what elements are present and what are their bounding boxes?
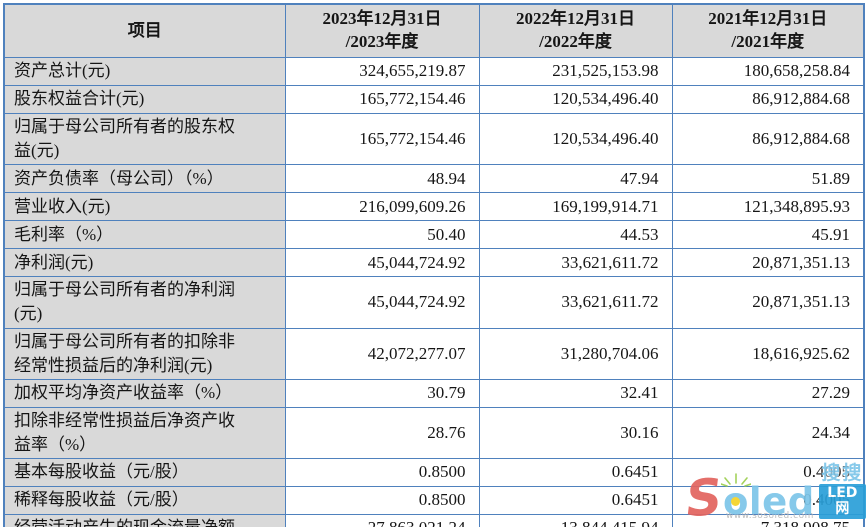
value-2021: 121,348,895.93 xyxy=(671,192,865,222)
value-2021: 20,871,351.13 xyxy=(671,248,865,278)
value-2023: 324,655,219.87 xyxy=(284,57,480,86)
value-2023: 165,772,154.46 xyxy=(284,85,480,114)
value-2021: 0.4005 xyxy=(671,486,865,515)
row-label: 营业收入(元) xyxy=(3,192,286,222)
table-row: 经营活动产生的现金流量净额 -27,863,021.24 -13,844,415… xyxy=(3,514,865,527)
header-period-2023: 2023年12月31日 /2023年度 xyxy=(284,3,480,58)
value-2023: 0.8500 xyxy=(284,458,480,487)
value-2021: 0.4005 xyxy=(671,458,865,487)
value-2023: -27,863,021.24 xyxy=(284,514,480,527)
value-2023: 0.8500 xyxy=(284,486,480,515)
value-2022: 30.16 xyxy=(478,406,673,460)
value-2021: 27.29 xyxy=(671,378,865,408)
table-row: 归属于母公司所有者的扣除非 经常性损益后的净利润(元) 42,072,277.0… xyxy=(3,327,865,380)
table-row: 归属于母公司所有者的净利润 (元) 45,044,724.92 33,621,6… xyxy=(3,276,865,329)
header-2022-year: /2022年度 xyxy=(539,32,612,51)
header-2022-date: 2022年12月31日 xyxy=(516,9,635,29)
header-period-2022: 2022年12月31日 /2022年度 xyxy=(478,3,673,58)
value-2022: 231,525,153.98 xyxy=(478,57,673,86)
value-2021: 18,616,925.62 xyxy=(671,327,865,380)
header-2021-date: 2021年12月31日 xyxy=(708,9,828,29)
table-row: 净利润(元) 45,044,724.92 33,621,611.72 20,87… xyxy=(3,248,865,278)
header-2023-year: /2023年度 xyxy=(345,32,419,51)
row-label: 归属于母公司所有者的股东权 益(元) xyxy=(3,112,286,166)
value-2023: 28.76 xyxy=(284,406,480,460)
value-2022: 32.41 xyxy=(478,378,673,408)
value-2023: 42,072,277.07 xyxy=(284,327,480,380)
row-label: 归属于母公司所有者的扣除非 经常性损益后的净利润(元) xyxy=(3,327,286,380)
row-label: 基本每股收益（元/股） xyxy=(3,458,286,487)
value-2021: 45.91 xyxy=(671,220,865,250)
value-2021: 180,658,258.84 xyxy=(671,57,865,86)
table-header: 项目 2023年12月31日 /2023年度 2022年12月31日 /2022… xyxy=(3,3,865,58)
value-2022: 44.53 xyxy=(478,220,673,250)
value-2023: 45,044,724.92 xyxy=(284,276,480,329)
row-label: 资产负债率（母公司）（%） xyxy=(3,164,286,194)
table-row: 加权平均净资产收益率（%） 30.79 32.41 27.29 xyxy=(3,378,865,408)
value-2022: 169,199,914.71 xyxy=(478,192,673,222)
value-2023: 30.79 xyxy=(284,378,480,408)
table-body: 资产总计(元) 324,655,219.87 231,525,153.98 18… xyxy=(3,57,865,527)
value-2022: 0.6451 xyxy=(478,486,673,515)
row-label: 净利润(元) xyxy=(3,248,286,278)
value-2022: 0.6451 xyxy=(478,458,673,487)
value-2022: 31,280,704.06 xyxy=(478,327,673,380)
table-row: 基本每股收益（元/股） 0.8500 0.6451 0.4005 xyxy=(3,458,865,487)
row-label: 稀释每股收益（元/股） xyxy=(3,486,286,515)
value-2021: 86,912,884.68 xyxy=(671,112,865,166)
value-2021: 20,871,351.13 xyxy=(671,276,865,329)
value-2021: 51.89 xyxy=(671,164,865,194)
financial-table: 项目 2023年12月31日 /2023年度 2022年12月31日 /2022… xyxy=(3,3,865,527)
row-label: 资产总计(元) xyxy=(3,57,286,86)
value-2023: 50.40 xyxy=(284,220,480,250)
table-row: 扣除非经常性损益后净资产收 益率（%） 28.76 30.16 24.34 xyxy=(3,406,865,460)
value-2023: 165,772,154.46 xyxy=(284,112,480,166)
header-item-cell: 项目 xyxy=(3,3,286,58)
value-2021: 86,912,884.68 xyxy=(671,85,865,114)
header-period-2021: 2021年12月31日 /2021年度 xyxy=(671,3,865,58)
value-2021: 7,318,908.75 xyxy=(671,514,865,527)
row-label: 股东权益合计(元) xyxy=(3,85,286,114)
value-2021: 24.34 xyxy=(671,406,865,460)
header-row: 项目 2023年12月31日 /2023年度 2022年12月31日 /2022… xyxy=(3,3,865,58)
value-2023: 48.94 xyxy=(284,164,480,194)
table-row: 股东权益合计(元) 165,772,154.46 120,534,496.40 … xyxy=(3,85,865,114)
row-label: 归属于母公司所有者的净利润 (元) xyxy=(3,276,286,329)
table-row: 稀释每股收益（元/股） 0.8500 0.6451 0.4005 xyxy=(3,486,865,515)
value-2022: 47.94 xyxy=(478,164,673,194)
value-2022: 120,534,496.40 xyxy=(478,85,673,114)
row-label: 扣除非经常性损益后净资产收 益率（%） xyxy=(3,406,286,460)
row-label: 毛利率（%） xyxy=(3,220,286,250)
table-row: 毛利率（%） 50.40 44.53 45.91 xyxy=(3,220,865,250)
table-row: 营业收入(元) 216,099,609.26 169,199,914.71 12… xyxy=(3,192,865,222)
table-row: 资产总计(元) 324,655,219.87 231,525,153.98 18… xyxy=(3,57,865,86)
header-2021-year: /2021年度 xyxy=(731,32,805,51)
value-2022: 33,621,611.72 xyxy=(478,276,673,329)
value-2022: 120,534,496.40 xyxy=(478,112,673,166)
header-2023-date: 2023年12月31日 xyxy=(322,9,442,29)
table-row: 资产负债率（母公司）（%） 48.94 47.94 51.89 xyxy=(3,164,865,194)
row-label: 经营活动产生的现金流量净额 xyxy=(3,514,286,527)
value-2023: 216,099,609.26 xyxy=(284,192,480,222)
value-2022: -13,844,415.94 xyxy=(478,514,673,527)
table-row: 归属于母公司所有者的股东权 益(元) 165,772,154.46 120,53… xyxy=(3,112,865,166)
value-2022: 33,621,611.72 xyxy=(478,248,673,278)
row-label: 加权平均净资产收益率（%） xyxy=(3,378,286,408)
value-2023: 45,044,724.92 xyxy=(284,248,480,278)
